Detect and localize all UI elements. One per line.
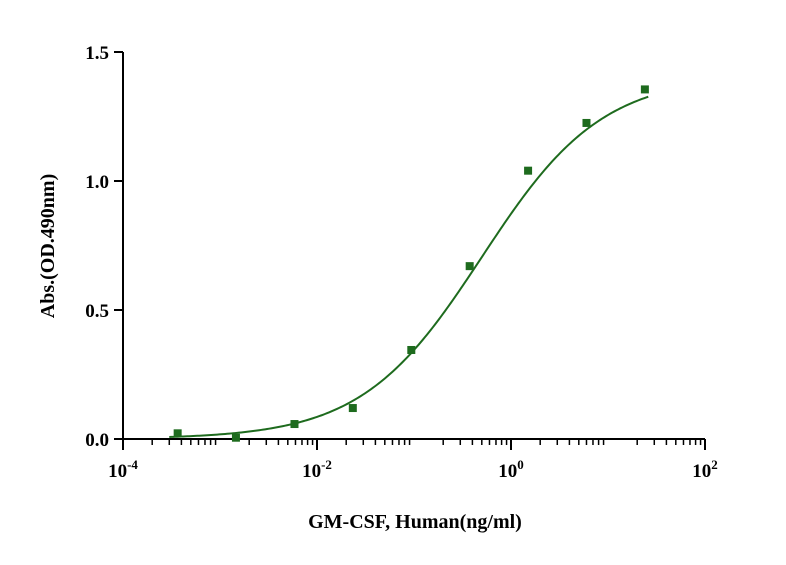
x-tick-label: 10-4	[108, 457, 138, 482]
data-point	[407, 345, 416, 354]
fit-curve	[169, 95, 649, 438]
y-tick-label: 1.0	[85, 172, 109, 193]
x-tick-label: 10-2	[302, 457, 332, 482]
data-point	[640, 85, 649, 94]
data-point	[465, 262, 474, 271]
y-tick-label: 1.5	[85, 43, 109, 64]
fit-curve-layer	[169, 95, 649, 438]
data-point	[231, 433, 240, 442]
data-point	[348, 404, 357, 413]
data-point	[582, 118, 591, 127]
y-axis-title: Abs.(OD.490nm)	[37, 174, 59, 318]
y-tick-label: 0.5	[85, 301, 109, 322]
data-point	[173, 429, 182, 438]
data-points-layer	[173, 85, 649, 442]
axes: 0.0 0.5 1.0 1.5 10-4 10-2 100 102	[85, 43, 718, 482]
x-axis-title: GM-CSF, Human(ng/ml)	[308, 511, 522, 533]
data-point	[524, 166, 533, 175]
x-tick-label: 102	[692, 457, 718, 482]
y-tick-label: 0.0	[85, 430, 109, 451]
data-point	[290, 420, 299, 429]
x-tick-label: 100	[498, 457, 524, 482]
